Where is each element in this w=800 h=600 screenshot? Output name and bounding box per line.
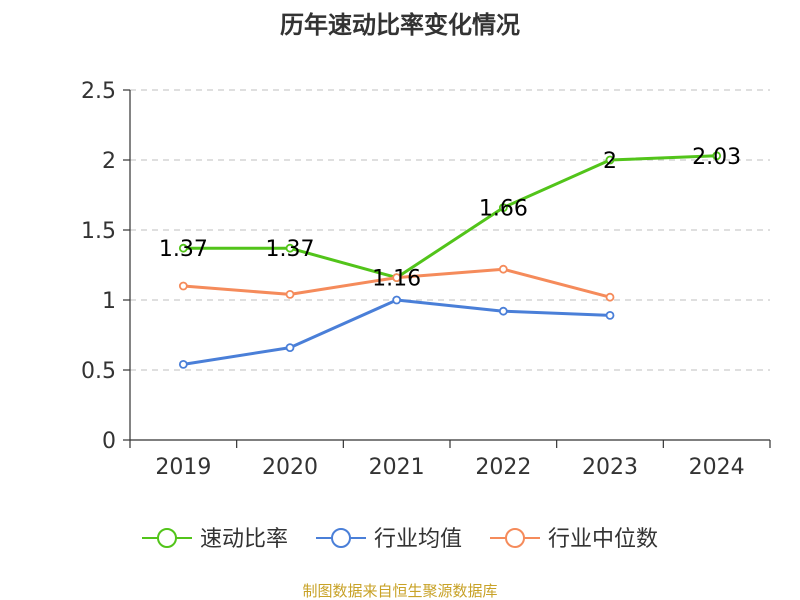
legend-marker-icon — [157, 528, 177, 548]
data-label: 2 — [603, 149, 617, 174]
footer-source: 制图数据来自恒生聚源数据库 — [302, 582, 497, 600]
x-tick-label: 2024 — [689, 455, 745, 480]
legend-marker-icon — [505, 528, 525, 548]
y-tick-label: 2.5 — [81, 79, 116, 104]
data-point — [392, 295, 402, 305]
data-label: 1.37 — [159, 237, 208, 262]
data-point — [498, 203, 508, 213]
data-point — [178, 243, 188, 253]
data-point — [178, 359, 188, 369]
legend-item-2[interactable]: 行业均值 — [316, 527, 462, 552]
series-line-1 — [183, 154, 717, 280]
x-tick-label: 2023 — [582, 455, 638, 480]
data-point — [605, 155, 615, 165]
data-point — [178, 281, 188, 291]
chart-title: 历年速动比率变化情况 — [280, 11, 520, 39]
y-tick-label: 1.5 — [81, 219, 116, 244]
legend-marker-icon — [331, 528, 351, 548]
x-tick-label: 2019 — [155, 455, 211, 480]
data-point — [285, 243, 295, 253]
data-point — [498, 264, 508, 274]
data-point — [392, 273, 402, 283]
data-label: 1.37 — [266, 237, 315, 262]
data-point — [285, 343, 295, 353]
legend-label: 行业中位数 — [548, 527, 658, 552]
data-label: 2.03 — [692, 145, 741, 170]
data-point — [712, 151, 722, 161]
data-label: 1.66 — [479, 197, 528, 222]
y-tick-label: 0 — [102, 429, 116, 454]
y-tick-label: 0.5 — [81, 359, 116, 384]
x-tick-label: 2020 — [262, 455, 318, 480]
legend-label: 速动比率 — [200, 527, 288, 552]
legend-item-1[interactable]: 速动比率 — [142, 527, 288, 552]
series-line-2 — [183, 298, 611, 366]
legend-item-3[interactable]: 行业中位数 — [490, 527, 658, 552]
legend-label: 行业均值 — [374, 527, 462, 552]
x-tick-label: 2022 — [475, 455, 531, 480]
x-tick-label: 2021 — [369, 455, 425, 480]
data-label: 1.16 — [372, 267, 421, 292]
y-tick-label: 2 — [102, 149, 116, 174]
y-tick-label: 1 — [102, 289, 116, 314]
data-point — [605, 310, 615, 320]
data-point — [285, 289, 295, 299]
data-point — [605, 292, 615, 302]
data-point — [498, 306, 508, 316]
